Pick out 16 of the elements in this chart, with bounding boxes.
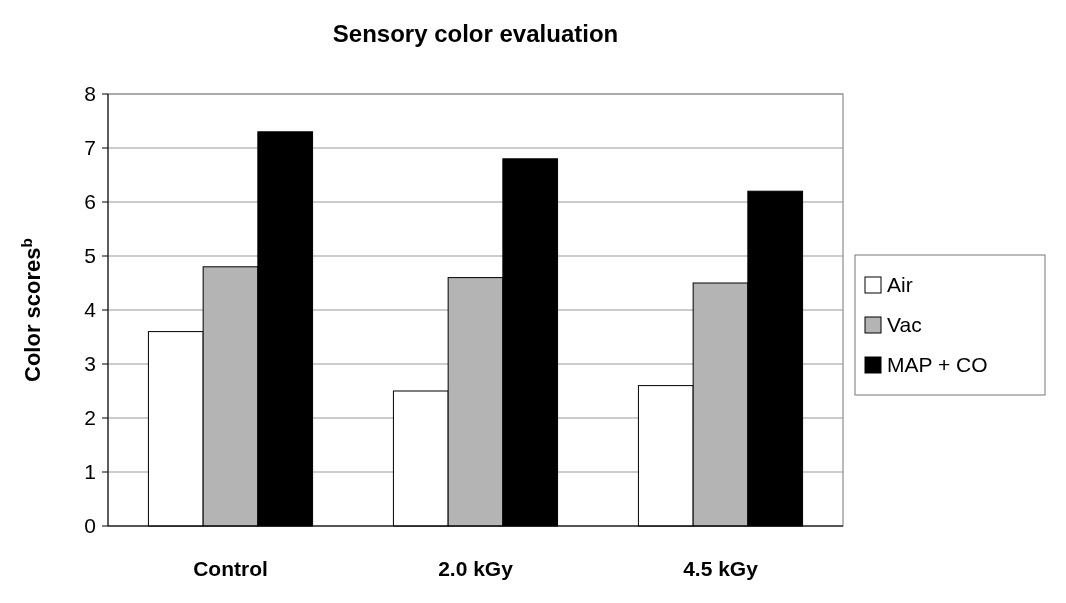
- y-tick-label: 4: [84, 298, 97, 322]
- x-tick-label: 4.5 kGy: [683, 557, 759, 580]
- y-tick-label: 2: [84, 406, 96, 430]
- x-tick-label: 2.0 kGy: [438, 557, 514, 580]
- y-tick-label: 5: [84, 244, 96, 268]
- x-tick-label: Control: [193, 557, 268, 580]
- legend-label: MAP + CO: [887, 353, 988, 377]
- y-tick-label: 0: [84, 514, 96, 538]
- y-tick-label: 3: [84, 352, 96, 376]
- legend-label: Air: [887, 273, 913, 297]
- y-tick-label: 8: [84, 82, 96, 106]
- y-tick-label: 6: [84, 190, 96, 214]
- y-tick-label: 7: [84, 136, 96, 160]
- chart-title: Sensory color evaluation: [332, 20, 619, 47]
- legend-label: Vac: [887, 313, 922, 337]
- y-tick-label: 1: [84, 460, 96, 484]
